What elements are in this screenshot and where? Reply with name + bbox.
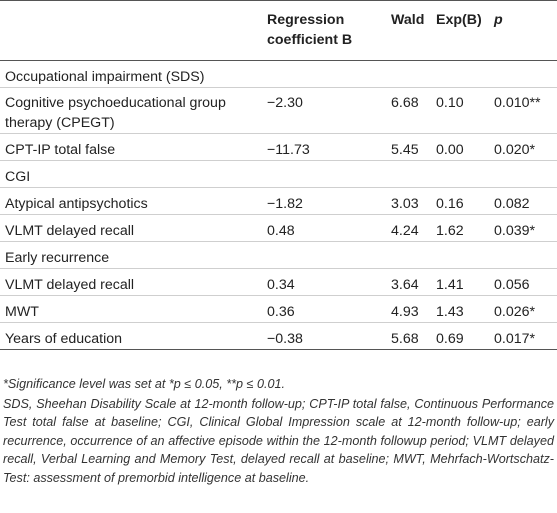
wald-value: 5.68 [391, 322, 436, 350]
header-predictor [0, 1, 267, 61]
table-row: CPT-IP total false −11.73 5.45 0.00 0.02… [0, 133, 557, 161]
section-label: CGI [0, 160, 557, 188]
wald-value: 3.64 [391, 268, 436, 296]
coefficient-value: 0.34 [267, 268, 391, 296]
predictor-label: Years of education [0, 322, 267, 350]
expb-value: 0.10 [436, 87, 494, 134]
section-row: Occupational impairment (SDS) [0, 60, 557, 88]
p-value: 0.039* [494, 214, 557, 242]
predictor-label: Cognitive psychoeducational group therap… [0, 87, 267, 134]
coefficient-value: 0.36 [267, 295, 391, 323]
expb-value: 0.00 [436, 133, 494, 161]
expb-value: 0.16 [436, 187, 494, 215]
p-value: 0.010** [494, 87, 557, 134]
section-row: Early recurrence [0, 241, 557, 269]
header-row: Regression coefficient B Wald Exp(B) p [0, 0, 557, 61]
wald-value: 6.68 [391, 87, 436, 134]
coefficient-value: −0.38 [267, 322, 391, 350]
p-value: 0.017* [494, 322, 557, 350]
p-value: 0.026* [494, 295, 557, 323]
section-label: Occupational impairment (SDS) [0, 60, 557, 88]
predictor-label: Atypical antipsychotics [0, 187, 267, 215]
table-row: Atypical antipsychotics −1.82 3.03 0.16 … [0, 187, 557, 215]
table-row: VLMT delayed recall 0.34 3.64 1.41 0.056 [0, 268, 557, 296]
table-row: Years of education −0.38 5.68 0.69 0.017… [0, 322, 557, 350]
p-value: 0.020* [494, 133, 557, 161]
coefficient-value: −11.73 [267, 133, 391, 161]
coefficient-value: 0.48 [267, 214, 391, 242]
p-value: 0.082 [494, 187, 557, 215]
expb-value: 1.43 [436, 295, 494, 323]
section-label: Early recurrence [0, 241, 557, 269]
predictor-label: MWT [0, 295, 267, 323]
header-wald: Wald [391, 12, 425, 28]
predictor-label: CPT-IP total false [0, 133, 267, 161]
header-p: p [494, 1, 557, 61]
coefficient-value: −1.82 [267, 187, 391, 215]
table-row: VLMT delayed recall 0.48 4.24 1.62 0.039… [0, 214, 557, 242]
expb-value: 0.69 [436, 322, 494, 350]
significance-note: *Significance level was set at *p ≤ 0.05… [3, 377, 285, 391]
header-expb: Exp(B) [436, 12, 482, 28]
header-regression-coefficient: Regression coefficient B [267, 12, 353, 48]
section-row: CGI [0, 160, 557, 188]
regression-table: Regression coefficient B Wald Exp(B) p O… [0, 0, 557, 350]
table-row: MWT 0.36 4.93 1.43 0.026* [0, 295, 557, 323]
table-row: Cognitive psychoeducational group therap… [0, 87, 557, 134]
wald-value: 5.45 [391, 133, 436, 161]
wald-value: 3.03 [391, 187, 436, 215]
wald-value: 4.24 [391, 214, 436, 242]
expb-value: 1.62 [436, 214, 494, 242]
expb-value: 1.41 [436, 268, 494, 296]
p-value: 0.056 [494, 268, 557, 296]
predictor-label: VLMT delayed recall [0, 214, 267, 242]
header-p-label: p [494, 12, 503, 28]
wald-value: 4.93 [391, 295, 436, 323]
abbreviations-note: SDS, Sheehan Disability Scale at 12-mont… [3, 396, 554, 485]
predictor-label: VLMT delayed recall [0, 268, 267, 296]
coefficient-value: −2.30 [267, 87, 391, 134]
table-footnotes: *Significance level was set at *p ≤ 0.05… [3, 375, 554, 488]
